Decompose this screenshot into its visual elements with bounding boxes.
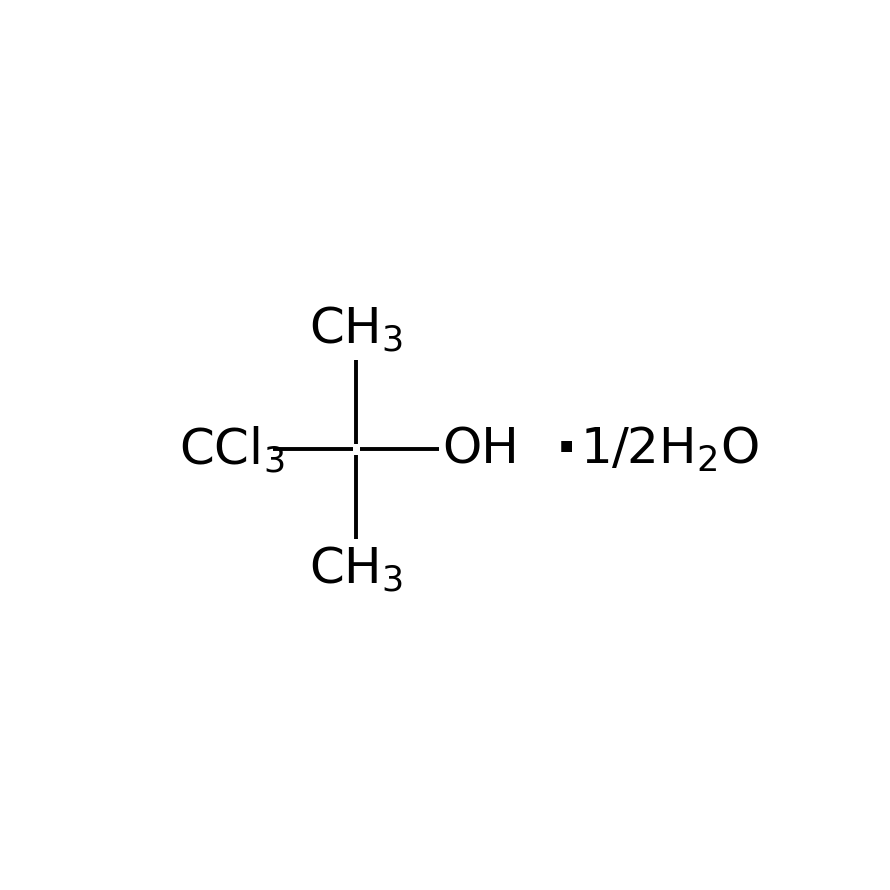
Text: $\mathregular{CH_3}$: $\mathregular{CH_3}$: [309, 304, 403, 354]
Text: OH: OH: [442, 425, 519, 473]
Text: ·: ·: [554, 421, 578, 481]
Text: $\mathregular{CCl_3}$: $\mathregular{CCl_3}$: [179, 425, 285, 474]
Text: $\mathregular{1/2H_2O}$: $\mathregular{1/2H_2O}$: [580, 425, 759, 474]
Text: $\mathregular{CH_3}$: $\mathregular{CH_3}$: [309, 545, 403, 595]
